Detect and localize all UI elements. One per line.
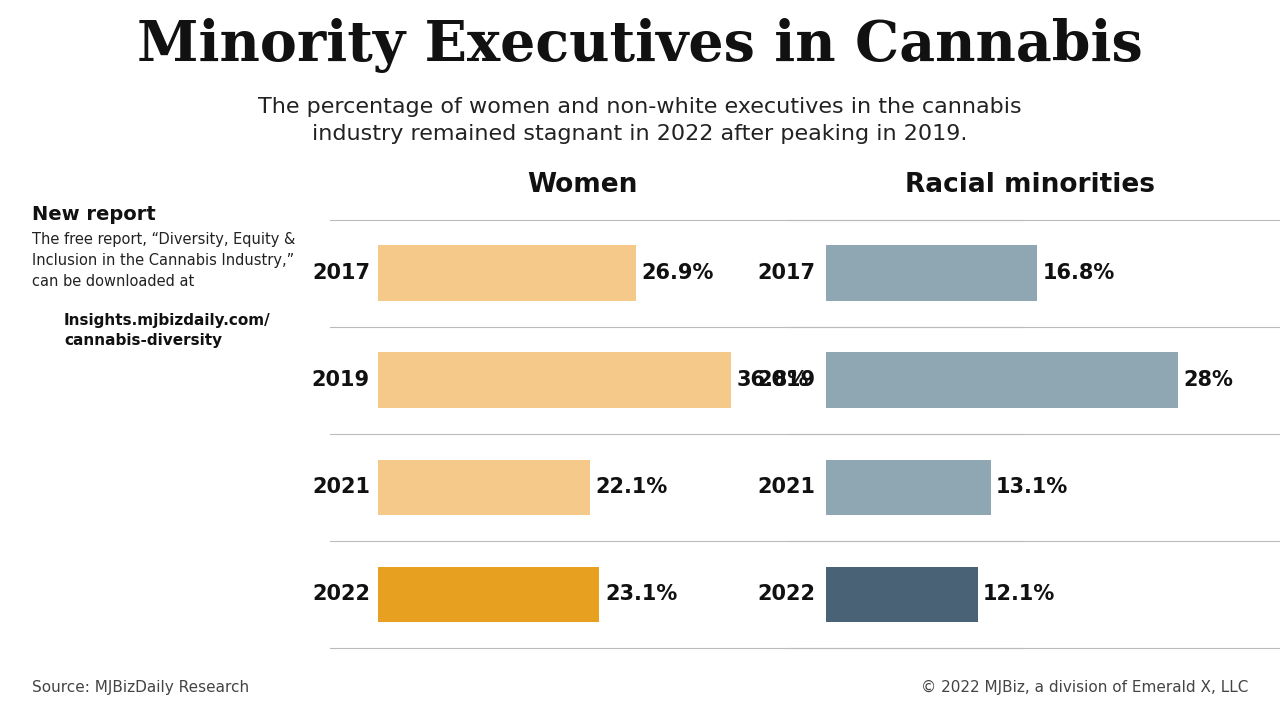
Text: 16.8%: 16.8% xyxy=(1042,263,1115,283)
Text: 22.1%: 22.1% xyxy=(595,477,668,498)
Text: 2017: 2017 xyxy=(312,263,370,283)
Text: 2022: 2022 xyxy=(758,585,815,605)
Text: Minority Executives in Cannabis: Minority Executives in Cannabis xyxy=(137,18,1143,73)
Bar xyxy=(378,352,731,408)
Text: Source: MJBizDaily Research: Source: MJBizDaily Research xyxy=(32,680,250,695)
Text: The free report, “Diversity, Equity &
Inclusion in the Cannabis Industry,”
can b: The free report, “Diversity, Equity & In… xyxy=(32,232,296,289)
Bar xyxy=(378,459,590,516)
Text: 2021: 2021 xyxy=(312,477,370,498)
Text: The percentage of women and non-white executives in the cannabis
industry remain: The percentage of women and non-white ex… xyxy=(259,97,1021,143)
Text: 23.1%: 23.1% xyxy=(605,585,677,605)
Text: 2019: 2019 xyxy=(758,370,815,390)
Text: 36.8%: 36.8% xyxy=(736,370,809,390)
Text: 12.1%: 12.1% xyxy=(983,585,1055,605)
Text: 2021: 2021 xyxy=(758,477,815,498)
Bar xyxy=(378,567,599,622)
Bar xyxy=(826,459,991,516)
Text: New report: New report xyxy=(32,205,156,224)
Text: 26.9%: 26.9% xyxy=(641,263,714,283)
Text: 13.1%: 13.1% xyxy=(996,477,1068,498)
Text: 2017: 2017 xyxy=(758,263,815,283)
Text: 2019: 2019 xyxy=(312,370,370,390)
Bar xyxy=(378,246,636,301)
Text: Racial minorities: Racial minorities xyxy=(905,172,1156,198)
Text: 2022: 2022 xyxy=(312,585,370,605)
Bar xyxy=(826,567,978,622)
Text: Women: Women xyxy=(527,172,637,198)
Text: 28%: 28% xyxy=(1184,370,1234,390)
Text: © 2022 MJBiz, a division of Emerald X, LLC: © 2022 MJBiz, a division of Emerald X, L… xyxy=(920,680,1248,695)
Bar xyxy=(826,352,1179,408)
Text: Insights.mjbizdaily.com/
cannabis-diversity: Insights.mjbizdaily.com/ cannabis-divers… xyxy=(64,313,271,348)
Bar xyxy=(826,246,1037,301)
